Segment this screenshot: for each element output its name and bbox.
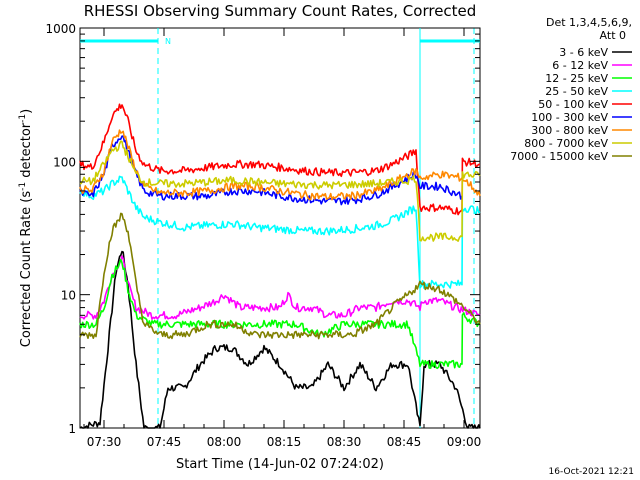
- legend-header-line2: Att 0: [600, 29, 626, 42]
- x-tick-label: 07:45: [147, 435, 182, 449]
- plot-frame: [79, 27, 481, 429]
- y-tick-label: 1000: [45, 22, 76, 36]
- y-axis-label-mid: detector: [19, 122, 34, 182]
- legend-label: 50 - 100 keV: [538, 98, 608, 111]
- legend-label: 300 - 800 keV: [531, 124, 608, 137]
- x-tick-label: 08:00: [207, 435, 242, 449]
- series-line-800-7000-kev: [79, 140, 481, 242]
- series-line-300-800-kev: [79, 129, 481, 201]
- chart-title: RHESSI Observing Summary Count Rates, Co…: [84, 2, 477, 20]
- x-tick-label: 08:30: [327, 435, 362, 449]
- series-line-12-25-kev: [79, 258, 481, 370]
- x-tick-label: 08:15: [267, 435, 302, 449]
- legend-label: 100 - 300 keV: [531, 111, 608, 124]
- y-axis-label-sup1: -1: [18, 182, 28, 191]
- attenuator-marker: N: [165, 37, 171, 46]
- y-tick-label: 10: [61, 289, 76, 303]
- footer-timestamp: 16-Oct-2021 12:21: [549, 467, 634, 477]
- plot-area: [79, 27, 481, 429]
- x-tick-label: 07:30: [87, 435, 122, 449]
- legend-label: 12 - 25 keV: [545, 72, 608, 85]
- x-axis-label: Start Time (14-Jun-02 07:24:02): [176, 457, 384, 472]
- legend-label: 3 - 6 keV: [559, 46, 608, 59]
- series-line-6-12-kev: [79, 255, 481, 321]
- legend-header-line1: Det 1,3,4,5,6,9,: [546, 16, 632, 29]
- y-axis-label-sup2: -1: [18, 114, 28, 123]
- legend-label: 25 - 50 keV: [545, 85, 608, 98]
- legend-label: 6 - 12 keV: [552, 59, 608, 72]
- x-tick-label: 09:00: [447, 435, 482, 449]
- legend-label: 800 - 7000 keV: [524, 137, 608, 150]
- series-layer: [79, 103, 481, 429]
- y-tick-label: 100: [53, 155, 76, 169]
- axes: 07:30 07:45 08:00 08:15 08:30 08:45 09:00 1 10 10…: [45, 22, 481, 449]
- legend-label: 7000 - 15000 keV: [510, 150, 608, 163]
- series-line-7000-15000-kev: [79, 212, 481, 340]
- series-line-3-6-kev: [79, 250, 481, 429]
- y-axis-label-main: Corrected Count Rate (s: [19, 191, 34, 348]
- y-axis-label-end: ): [19, 109, 34, 114]
- x-tick-label: 08:45: [387, 435, 422, 449]
- y-tick-label: 1: [68, 422, 76, 436]
- series-line-25-50-kev: [79, 175, 481, 289]
- y-axis-label: Corrected Count Rate (s-1 detector-1): [18, 109, 34, 347]
- series-line-50-100-kev: [79, 103, 481, 216]
- series-line-100-300-kev: [79, 135, 463, 206]
